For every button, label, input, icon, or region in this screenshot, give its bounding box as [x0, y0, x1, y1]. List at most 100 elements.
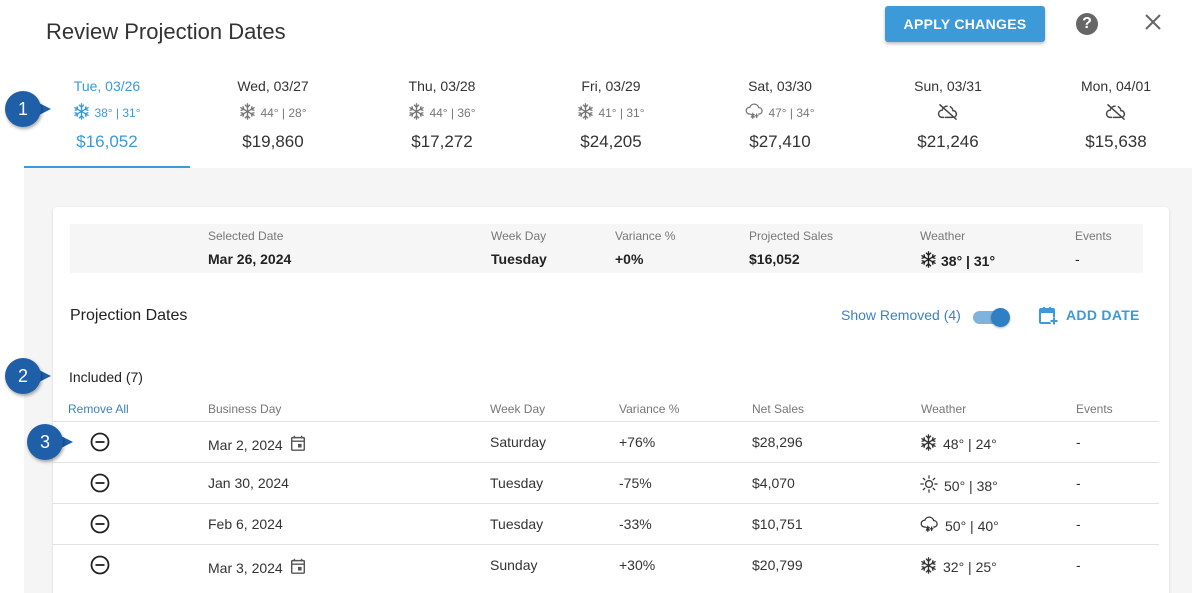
table-row: Jan 30, 2024 Tuesday -75% $4,070 50° | 3…: [53, 462, 1159, 503]
day-weather: 44° | 36°: [359, 103, 525, 123]
day-weather: 38° | 31°: [24, 103, 190, 123]
date-text: Jan 30, 2024: [208, 475, 289, 491]
day-tab[interactable]: Thu, 03/28 44° | 36° $17,272: [359, 70, 525, 168]
day-tab[interactable]: Mon, 04/01 $15,638: [1033, 70, 1192, 168]
calendar-event-icon[interactable]: [289, 434, 307, 455]
day-name: Thu, 03/28: [408, 78, 476, 94]
business-day-cell: Mar 2, 2024: [208, 434, 307, 455]
summary-label: Weather: [920, 229, 966, 243]
day-weather: 47° | 34°: [697, 103, 863, 123]
variance-cell: +76%: [619, 434, 656, 450]
day-name: Wed, 03/27: [237, 78, 309, 94]
show-removed-label[interactable]: Show Removed (4): [841, 307, 961, 323]
day-weather: 41° | 31°: [528, 103, 694, 123]
day-tab[interactable]: Sat, 03/30 47° | 34° $27,410: [697, 70, 863, 168]
selected-date-summary: Selected Date Mar 26, 2024 Week Day Tues…: [70, 224, 1143, 273]
day-tab[interactable]: Fri, 03/29 41° | 31° $24,205: [528, 70, 694, 168]
week-day-cell: Sunday: [490, 557, 538, 573]
weather-cell: 32° | 25°: [920, 557, 997, 577]
projection-table: Mar 2, 2024 Saturday +76% $28,296 48° | …: [53, 421, 1159, 585]
day-name: Sat, 03/30: [748, 78, 812, 94]
weather-cell: 50° | 38°: [920, 475, 998, 496]
summary-value: 38° | 31°: [941, 253, 996, 269]
snowflake-icon: [577, 103, 594, 123]
events-cell: -: [1076, 557, 1081, 573]
callout-number: 3: [27, 424, 63, 460]
variance-cell: +30%: [619, 557, 656, 573]
snowflake-icon: [408, 103, 425, 123]
summary-week-day: Week Day Tuesday: [491, 229, 547, 267]
show-removed-toggle[interactable]: [973, 308, 1010, 327]
date-text: Mar 2, 2024: [208, 436, 283, 453]
day-name: Mon, 04/01: [1080, 78, 1152, 94]
summary-projected-sales: Projected Sales $16,052: [749, 229, 833, 267]
summary-weather-value: 38° | 31°: [920, 251, 995, 271]
day-temps: 38° | 31°: [94, 106, 141, 120]
remove-circle-icon[interactable]: [90, 514, 110, 534]
day-temps: 47° | 34°: [768, 106, 815, 120]
cloud-off-icon: [937, 103, 959, 124]
header-net-sales: Net Sales: [752, 402, 805, 416]
day-name: Fri, 03/29: [581, 78, 641, 94]
callout-badge: 1: [5, 91, 51, 127]
snowflake-icon: [239, 103, 256, 123]
close-icon[interactable]: [1143, 12, 1163, 32]
sun-icon: [920, 475, 938, 496]
net-sales-cell: $10,751: [752, 516, 803, 532]
week-day-cell: Saturday: [490, 434, 547, 450]
calendar-event-icon[interactable]: [289, 557, 307, 578]
net-sales-cell: $28,296: [752, 434, 803, 450]
calendar-add-icon: [1039, 307, 1058, 325]
summary-value: $16,052: [749, 251, 800, 267]
included-heading: Included (7): [69, 369, 143, 385]
remove-circle-icon[interactable]: [90, 432, 110, 452]
snow-cloud-icon: [745, 103, 764, 123]
variance-cell: -75%: [619, 475, 652, 491]
add-date-label: ADD DATE: [1066, 307, 1140, 323]
day-weather: [1033, 103, 1192, 122]
summary-weather: Weather 38° | 31°: [920, 229, 995, 271]
summary-label: Events: [1075, 229, 1112, 243]
header-week-day: Week Day: [490, 402, 546, 416]
remove-circle-icon[interactable]: [90, 555, 110, 575]
summary-label: Week Day: [491, 229, 547, 243]
snowflake-icon: [920, 557, 937, 577]
table-row: Feb 6, 2024 Tuesday -33% $10,751 50° | 4…: [53, 503, 1159, 544]
apply-changes-button[interactable]: APPLY CHANGES: [885, 6, 1045, 42]
weather-cell: 48° | 24°: [920, 434, 997, 454]
header-variance: Variance %: [619, 402, 680, 416]
snow-cloud-icon: [920, 516, 939, 536]
summary-label: Variance %: [615, 229, 676, 243]
snowflake-icon: [73, 103, 90, 123]
day-tab[interactable]: Tue, 03/26 38° | 31° $16,052: [24, 70, 190, 168]
day-tab[interactable]: Sun, 03/31 $21,246: [865, 70, 1031, 168]
week-day-cell: Tuesday: [490, 516, 544, 532]
callout-number: 1: [5, 91, 41, 127]
summary-label: Projected Sales: [749, 229, 834, 243]
callout-badge: 3: [27, 424, 73, 460]
day-name: Tue, 03/26: [73, 78, 141, 94]
summary-label: Selected Date: [208, 229, 284, 243]
day-tabs: Tue, 03/26 38° | 31° $16,052 Wed, 03/27 …: [24, 70, 1192, 168]
week-day-cell: Tuesday: [490, 475, 544, 491]
day-temps: 44° | 28°: [260, 106, 307, 120]
day-name: Sun, 03/31: [914, 78, 982, 94]
day-temps: 41° | 31°: [598, 106, 645, 120]
snowflake-icon: [920, 434, 937, 454]
net-sales-cell: $20,799: [752, 557, 803, 573]
day-amount: $16,052: [76, 132, 138, 151]
header-events: Events: [1076, 402, 1113, 416]
weather-text: 50° | 40°: [945, 518, 999, 534]
remove-circle-icon[interactable]: [90, 473, 110, 493]
summary-value: +0%: [615, 251, 644, 267]
help-icon[interactable]: ?: [1076, 13, 1098, 35]
add-date-button[interactable]: ADD DATE: [1038, 305, 1140, 325]
summary-variance: Variance % +0%: [615, 229, 675, 267]
remove-all-link[interactable]: Remove All: [68, 402, 129, 416]
events-cell: -: [1076, 516, 1081, 532]
day-temps: 44° | 36°: [429, 106, 476, 120]
date-text: Mar 3, 2024: [208, 559, 283, 576]
day-amount: $24,205: [580, 132, 642, 151]
table-row: Mar 2, 2024 Saturday +76% $28,296 48° | …: [53, 421, 1159, 462]
day-tab[interactable]: Wed, 03/27 44° | 28° $19,860: [190, 70, 356, 168]
